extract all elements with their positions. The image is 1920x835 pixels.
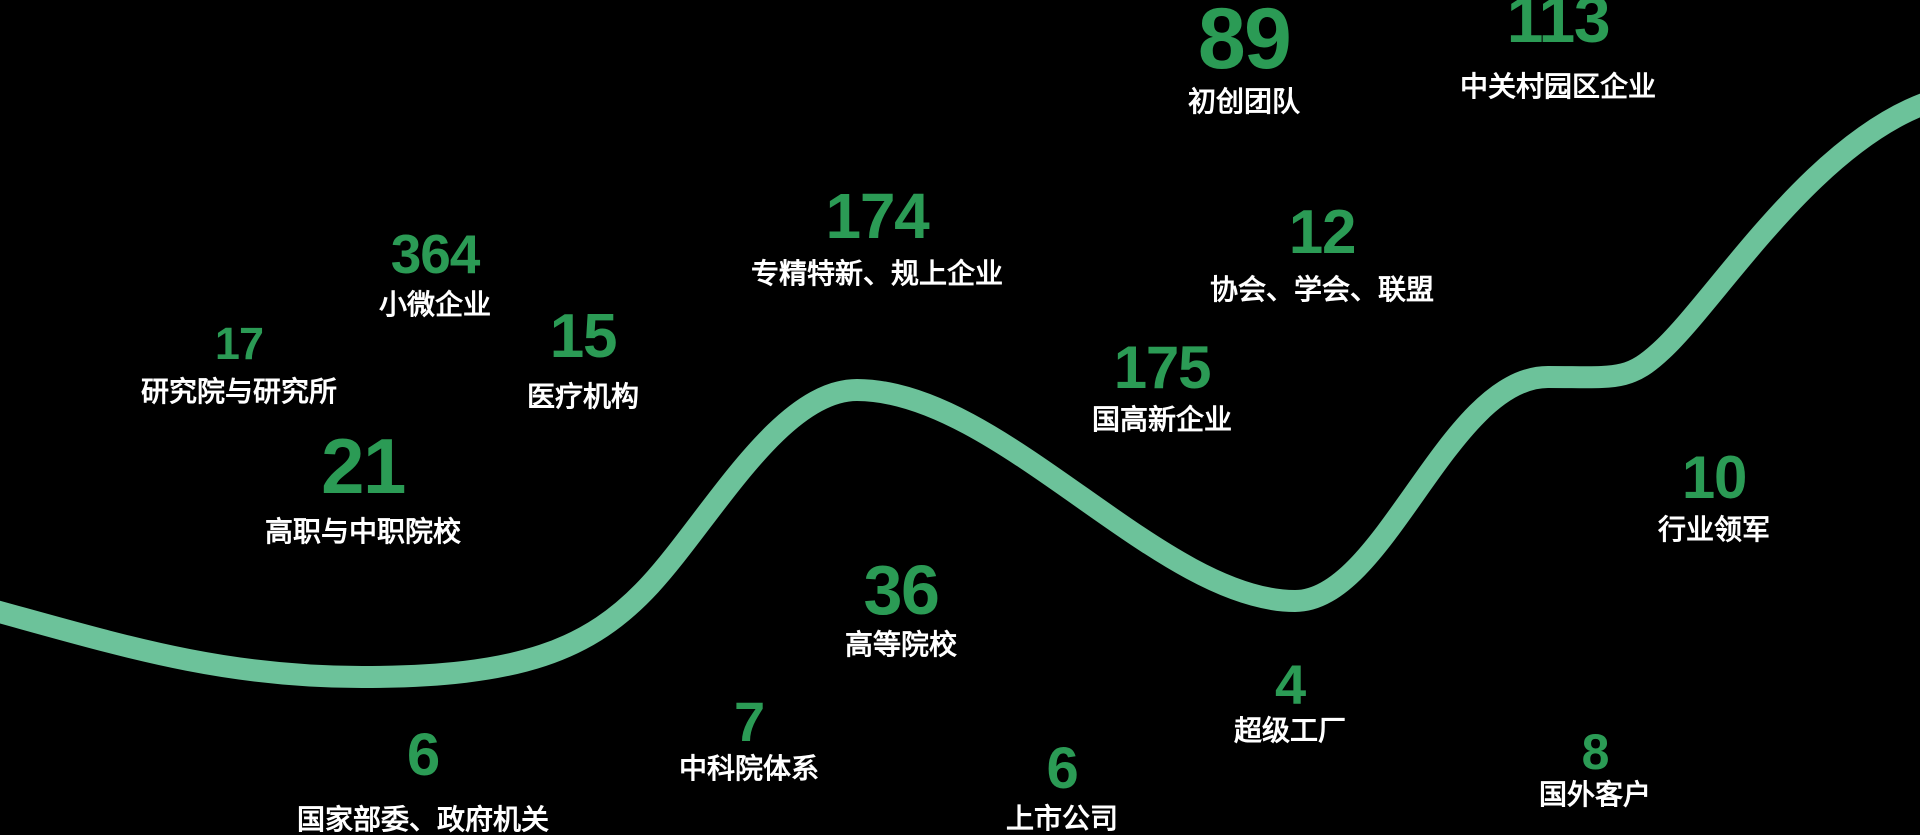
stat-value: 6	[406, 721, 440, 788]
stat-value: 17	[214, 318, 264, 369]
stat-item-industry-leaders: 10 行业领军	[1658, 448, 1770, 546]
stat-value: 89	[1197, 0, 1292, 87]
stat-item-medical-institutions: 15 医疗机构	[527, 306, 639, 413]
stat-label: 高等院校	[844, 629, 958, 660]
stat-label: 超级工厂	[1233, 715, 1347, 746]
stat-value: 10	[1681, 444, 1748, 511]
stat-value: 174	[825, 180, 930, 252]
stat-label: 上市公司	[1005, 803, 1119, 834]
stat-label: 高职与中职院校	[264, 516, 462, 547]
stat-label: 国外客户	[1538, 779, 1652, 810]
stat-value: 12	[1288, 198, 1357, 267]
stat-label: 中关村园区企业	[1459, 71, 1657, 102]
stat-value: 8	[1581, 724, 1610, 780]
stat-item-national-hightech: 175 国高新企业	[1092, 338, 1232, 436]
stat-item-startup-teams: 89 初创团队	[1188, 0, 1300, 118]
stat-label: 国家部委、政府机关	[296, 804, 550, 835]
stat-value: 7	[733, 690, 765, 753]
stat-value: 15	[549, 302, 618, 371]
stat-label: 行业领军	[1657, 514, 1771, 545]
stat-value: 36	[863, 551, 939, 629]
stat-item-super-factories: 4 超级工厂	[1234, 657, 1346, 747]
stat-item-micro-small-firms: 364 小微企业	[379, 227, 491, 321]
stat-label: 协会、学会、联盟	[1209, 274, 1435, 305]
stat-label: 医疗机构	[526, 381, 640, 412]
stat-value: 113	[1506, 0, 1611, 56]
stat-item-cas-system: 7 中科院体系	[679, 694, 819, 785]
stat-item-overseas-clients: 8 国外客户	[1539, 727, 1651, 811]
stat-label: 研究院与研究所	[140, 376, 338, 407]
stat-label: 专精特新、规上企业	[750, 258, 1004, 289]
stat-label: 初创团队	[1187, 86, 1301, 117]
trend-curve	[0, 93, 1920, 689]
stat-item-zhongguancun-park: 113 中关村园区企业	[1460, 0, 1656, 103]
stat-item-associations: 12 协会、学会、联盟	[1210, 202, 1434, 306]
stat-item-research-institutes: 17 研究院与研究所	[141, 321, 337, 408]
stat-item-ministries-gov: 6 国家部委、政府机关	[297, 725, 549, 835]
stat-item-srdi-above-scale: 174 专精特新、规上企业	[751, 184, 1003, 290]
stat-value: 21	[321, 422, 406, 510]
stat-value: 4	[1274, 653, 1306, 716]
stat-label: 中科院体系	[678, 753, 820, 784]
stat-item-listed-companies: 6 上市公司	[1006, 740, 1118, 835]
stat-item-universities: 36 高等院校	[845, 555, 957, 661]
stat-label: 国高新企业	[1091, 404, 1233, 435]
stat-value: 175	[1113, 334, 1212, 401]
stat-value: 6	[1046, 736, 1078, 801]
stat-item-vocational-colleges: 21 高职与中职院校	[265, 427, 461, 548]
stat-label: 小微企业	[378, 289, 492, 320]
stat-value: 364	[390, 223, 481, 285]
